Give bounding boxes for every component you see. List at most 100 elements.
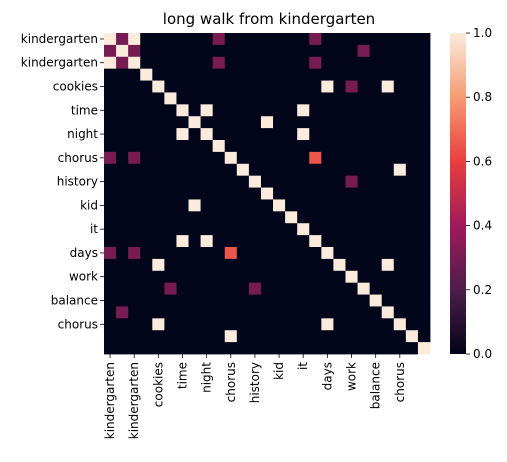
heatmap-cell: [104, 294, 117, 307]
heatmap-cell: [333, 258, 346, 272]
heatmap-cell: [128, 306, 141, 319]
heatmap-cell: [140, 56, 153, 70]
heatmap-cell: [345, 44, 358, 58]
heatmap-cell: [188, 235, 201, 248]
heatmap-cell: [369, 151, 383, 165]
heatmap-cell: [260, 294, 274, 307]
heatmap-cell: [224, 318, 238, 331]
heatmap-cell: [369, 128, 383, 141]
heatmap-cell: [273, 56, 286, 70]
heatmap-cell: [116, 163, 129, 177]
chart-title: long walk from kindergarten: [163, 10, 375, 28]
heatmap-cell: [273, 270, 286, 284]
heatmap-cell: [357, 92, 371, 105]
heatmap-cell: [297, 294, 310, 307]
heatmap-cell: [297, 342, 310, 355]
heatmap-cell: [152, 116, 165, 129]
heatmap-cell: [393, 223, 407, 236]
heatmap-cell: [236, 187, 250, 200]
heatmap-cell: [140, 92, 153, 105]
heatmap-cell: [321, 68, 334, 81]
heatmap-cell: [224, 56, 238, 70]
heatmap-cell: [417, 258, 431, 272]
heatmap-cell: [200, 342, 214, 355]
heatmap-cell: [297, 163, 310, 177]
heatmap-cell: [393, 318, 407, 331]
heatmap-cell: [152, 211, 165, 224]
heatmap-cell: [345, 163, 358, 177]
heatmap-cell: [128, 270, 141, 284]
heatmap-cell: [260, 223, 274, 236]
heatmap-cell: [309, 223, 322, 236]
heatmap-cell: [104, 330, 117, 343]
heatmap-cell: [128, 294, 141, 307]
colorbar-tick-label: 1.0: [473, 26, 492, 40]
colorbar: 0.0 0.2 0.4 0.6 0.8 1.0: [450, 26, 492, 361]
heatmap-cell: [116, 223, 129, 236]
heatmap-cell: [309, 44, 322, 58]
heatmap-cell: [393, 342, 407, 355]
col-label: days: [320, 362, 334, 390]
heatmap-cell: [297, 151, 310, 165]
heatmap-cell: [188, 306, 201, 319]
heatmap-cell: [200, 163, 214, 177]
heatmap-cell: [309, 80, 322, 93]
heatmap-cell: [309, 116, 322, 129]
heatmap-cell: [393, 175, 407, 188]
heatmap-cell: [273, 33, 286, 46]
heatmap-cell: [321, 270, 334, 284]
heatmap-cell: [128, 342, 141, 355]
heatmap-cell: [128, 68, 141, 81]
heatmap-cell: [176, 199, 189, 212]
heatmap-cell: [357, 68, 371, 81]
heatmap-cell: [333, 306, 346, 319]
heatmap-cell: [200, 128, 214, 141]
heatmap-cell: [176, 294, 189, 307]
heatmap-cell: [417, 247, 431, 260]
row-label: cookies: [53, 80, 98, 94]
heatmap-cell: [417, 330, 431, 343]
heatmap-cell: [248, 140, 262, 153]
heatmap-cell: [176, 140, 189, 153]
heatmap-cell: [140, 342, 153, 355]
heatmap-cell: [309, 282, 322, 295]
heatmap-cell: [116, 140, 129, 153]
heatmap-cell: [152, 163, 165, 177]
heatmap-cell: [128, 199, 141, 212]
heatmap-cell: [236, 282, 250, 295]
heatmap-cell: [417, 104, 431, 117]
heatmap-cell: [393, 258, 407, 272]
heatmap-cell: [212, 247, 226, 260]
heatmap-cell: [260, 342, 274, 355]
heatmap-cell: [405, 318, 419, 331]
heatmap-cell: [128, 247, 141, 260]
heatmap-cell: [188, 80, 201, 93]
heatmap-cell: [405, 116, 419, 129]
heatmap-cell: [381, 342, 395, 355]
heatmap-cell: [116, 258, 129, 272]
heatmap-cell: [369, 211, 383, 224]
col-label: cookies: [151, 362, 165, 407]
heatmap-cell: [248, 163, 262, 177]
heatmap-cell: [116, 116, 129, 129]
heatmap-cell: [200, 270, 214, 284]
heatmap-cell: [333, 104, 346, 117]
heatmap-cell: [393, 282, 407, 295]
heatmap-cell: [260, 80, 274, 93]
heatmap-cell: [200, 104, 214, 117]
heatmap-cell: [297, 330, 310, 343]
heatmap-cell: [273, 92, 286, 105]
heatmap-cell: [152, 223, 165, 236]
heatmap-cell: [152, 44, 165, 58]
heatmap-cell: [140, 223, 153, 236]
heatmap-cell: [104, 247, 117, 260]
heatmap-cell: [297, 258, 310, 272]
heatmap-cell: [333, 80, 346, 93]
heatmap-cell: [104, 140, 117, 153]
heatmap-cell: [333, 318, 346, 331]
heatmap-cell: [200, 211, 214, 224]
heatmap-cell: [393, 104, 407, 117]
heatmap-cell: [200, 175, 214, 188]
heatmap-cell: [140, 80, 153, 93]
heatmap-cell: [405, 56, 419, 70]
